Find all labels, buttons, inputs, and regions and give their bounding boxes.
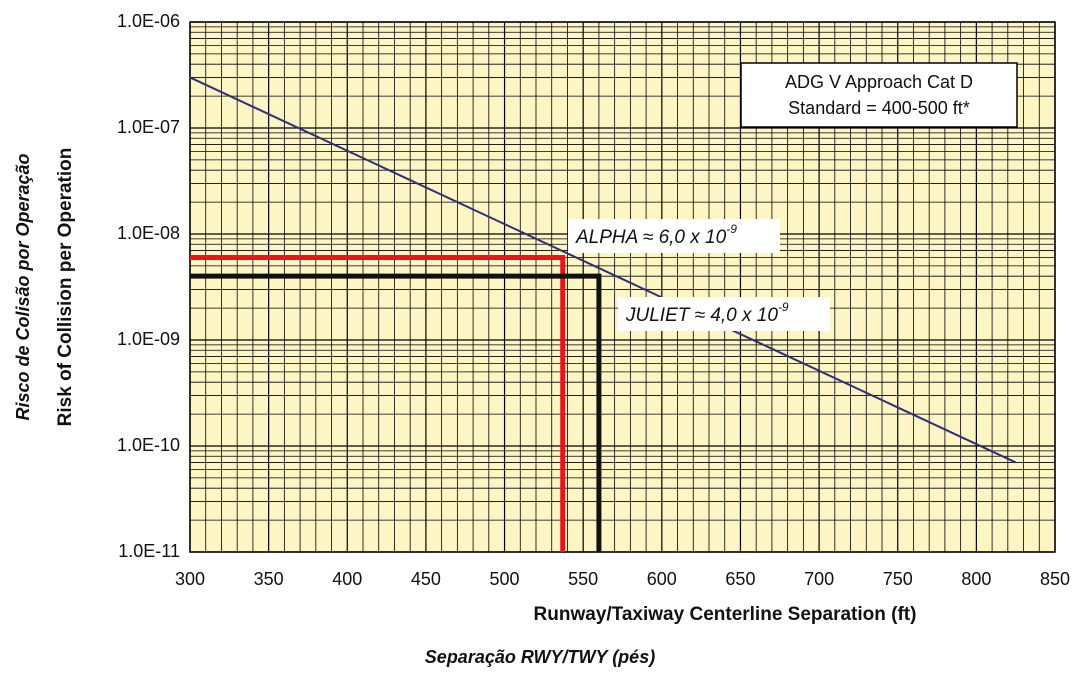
y-axis-label-2: Risco de Colisão por Operação: [13, 153, 33, 420]
annotation-box: [568, 219, 780, 253]
annotation-exponent: -9: [778, 300, 789, 314]
x-tick-label: 750: [883, 569, 913, 589]
x-tick-label: 850: [1040, 569, 1070, 589]
legend-box: [740, 62, 1018, 128]
x-tick-label: 600: [647, 569, 677, 589]
x-tick-label: 650: [725, 569, 755, 589]
y-axis-label: Risk of Collision per Operation: [55, 148, 76, 427]
grid: [189, 21, 1056, 553]
x-tick-label: 550: [568, 569, 598, 589]
x-tick-label: 450: [411, 569, 441, 589]
x-axis-label-2: Separação RWY/TWY (pés): [425, 647, 655, 667]
annotation-label: JULIET ≈ 4,0 x 10-9: [625, 300, 789, 326]
annotation-box: [618, 297, 830, 331]
y-tick-label: 1.0E-09: [117, 329, 180, 349]
x-tick-label: 500: [490, 569, 520, 589]
x-tick-label: 350: [254, 569, 284, 589]
legend-text: ADG V Approach Cat D: [785, 72, 973, 92]
y-tick-label: 1.0E-06: [117, 11, 180, 31]
annotation-text: JULIET ≈ 4,0 x 10: [625, 305, 778, 326]
y-tick-label: 1.0E-10: [117, 435, 180, 455]
x-tick-label: 400: [332, 569, 362, 589]
x-tick-label: 800: [961, 569, 991, 589]
y-tick-label: 1.0E-08: [117, 223, 180, 243]
annotation-text: ALPHA ≈ 6,0 x 10: [575, 227, 727, 248]
legend-text: Standard = 400-500 ft*: [788, 98, 970, 118]
x-tick-label: 700: [804, 569, 834, 589]
y-tick-label: 1.0E-11: [118, 541, 180, 561]
plot-border: [189, 21, 1056, 553]
legend: ADG V Approach Cat D Standard = 400-500 f…: [740, 62, 1018, 128]
x-tick-label: 300: [175, 569, 205, 589]
x-axis-label: Runway/Taxiway Centerline Separation (ft…: [534, 604, 917, 625]
annotation-exponent: -9: [726, 222, 737, 236]
annotation-label: ALPHA ≈ 6,0 x 10-9: [575, 222, 737, 248]
series-line: [189, 76, 1017, 464]
y-tick-label: 1.0E-07: [117, 117, 180, 137]
